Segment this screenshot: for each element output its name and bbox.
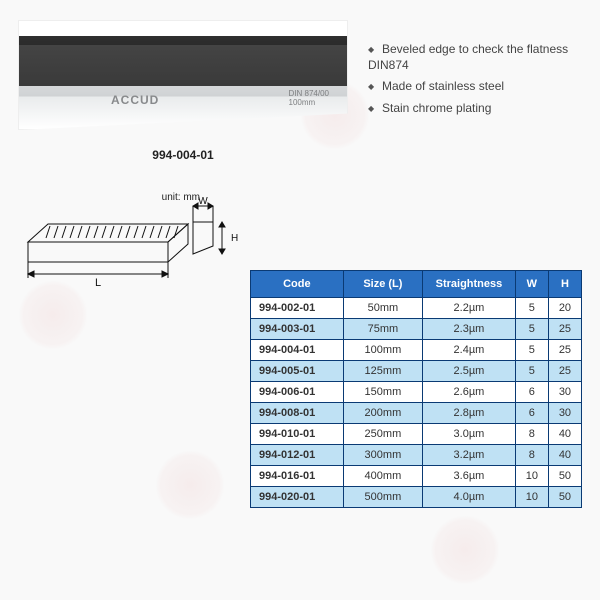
th-w: W (515, 271, 548, 298)
feature-item: Beveled edge to check the flatness DIN87… (368, 42, 582, 73)
table-row: 994-020-01500mm4.0µm1050 (251, 487, 582, 508)
din-line-2: 100mm (289, 98, 329, 107)
th-straightness: Straightness (423, 271, 516, 298)
watermark (155, 450, 225, 520)
feature-item: Made of stainless steel (368, 79, 582, 95)
photo-column: ACCUD DIN 874/00 100mm 994-004-01 (18, 20, 348, 162)
din-line-1: DIN 874/00 (289, 89, 329, 98)
table-row: 994-008-01200mm2.8µm630 (251, 403, 582, 424)
table-row: 994-005-01125mm2.5µm525 (251, 361, 582, 382)
diagram-svg: L W H (18, 196, 258, 296)
table-row: 994-002-0150mm2.2µm520 (251, 298, 582, 319)
table-row: 994-004-01100mm2.4µm525 (251, 340, 582, 361)
spec-table-wrap: Code Size (L) Straightness W H 994-002-0… (250, 270, 582, 508)
brand-label: ACCUD (111, 93, 159, 107)
table-row: 994-003-0175mm2.3µm525 (251, 319, 582, 340)
dim-H: H (231, 233, 238, 244)
th-size: Size (L) (343, 271, 422, 298)
photo-caption: 994-004-01 (18, 148, 348, 162)
dim-L: L (95, 277, 101, 289)
feature-list: Beveled edge to check the flatness DIN87… (368, 42, 582, 122)
watermark (430, 515, 500, 585)
feature-item: Stain chrome plating (368, 101, 582, 117)
top-section: ACCUD DIN 874/00 100mm 994-004-01 Bevele… (18, 20, 582, 162)
table-row: 994-010-01250mm3.0µm840 (251, 424, 582, 445)
dimension-diagram: unit: mm (18, 192, 258, 292)
th-code: Code (251, 271, 344, 298)
table-row: 994-006-01150mm2.6µm630 (251, 382, 582, 403)
din-label: DIN 874/00 100mm (289, 89, 329, 107)
table-row: 994-016-01400mm3.6µm1050 (251, 466, 582, 487)
spec-table: Code Size (L) Straightness W H 994-002-0… (250, 270, 582, 508)
dim-W: W (198, 196, 208, 207)
th-h: H (548, 271, 581, 298)
table-body: 994-002-0150mm2.2µm520 994-003-0175mm2.3… (251, 298, 582, 508)
product-photo: ACCUD DIN 874/00 100mm (18, 20, 348, 130)
table-header-row: Code Size (L) Straightness W H (251, 271, 582, 298)
table-row: 994-012-01300mm3.2µm840 (251, 445, 582, 466)
